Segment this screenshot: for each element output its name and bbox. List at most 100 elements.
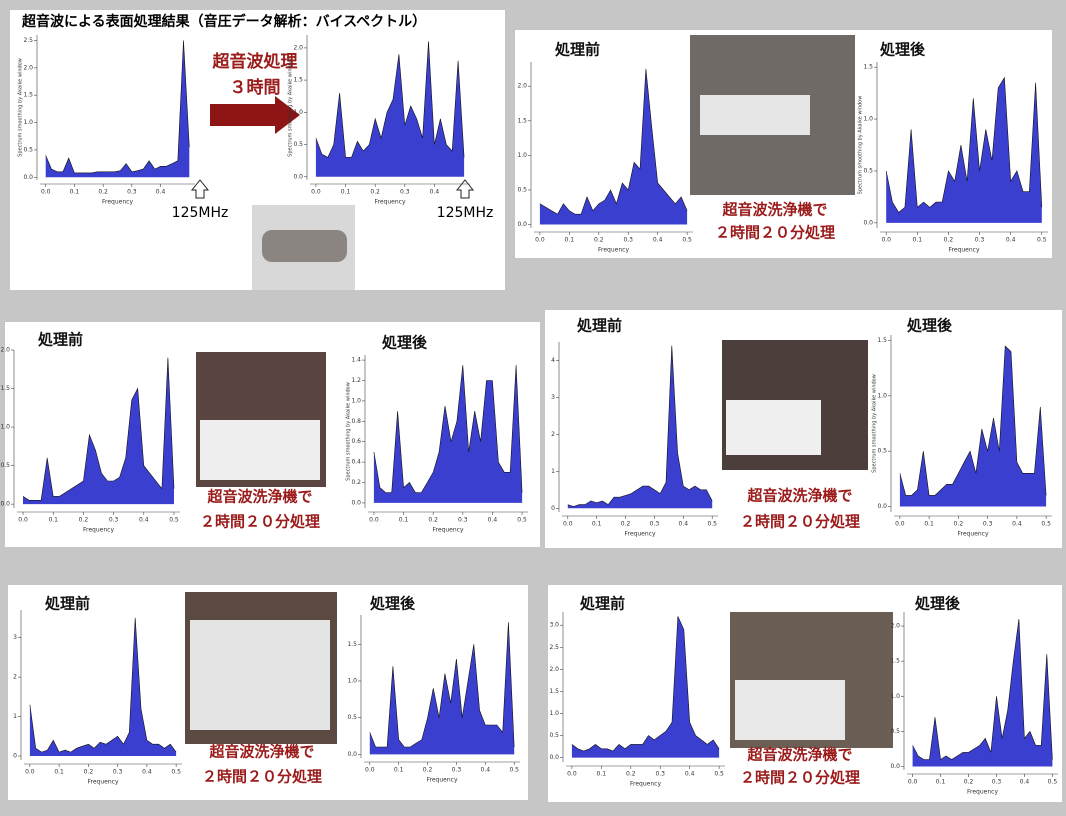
x-tick-label: 0.4 xyxy=(139,517,149,524)
x-tick-label: 0.3 xyxy=(113,769,123,776)
y-tick-label: 0.5 xyxy=(863,167,873,174)
after-label: 処理後 xyxy=(381,334,428,352)
photo-object xyxy=(262,230,347,262)
y-tick-label: 1.5 xyxy=(890,658,900,665)
y-tick-label: 0.4 xyxy=(351,459,361,466)
marker-arrow xyxy=(455,179,475,199)
spectrum-area xyxy=(369,622,515,755)
y-tick-label: 1.5 xyxy=(517,117,527,124)
y-tick-label: 0.6 xyxy=(351,438,361,445)
photo-object xyxy=(200,420,320,480)
y-tick-label: 1.5 xyxy=(0,385,10,392)
spectrum-line xyxy=(315,41,465,158)
main-title: 超音波による表面処理結果（音圧データ解析：バイスペクトル） xyxy=(21,13,426,30)
x-tick-label: 0.3 xyxy=(623,237,633,244)
y-tick-label: 1 xyxy=(551,468,555,475)
spectrum-line xyxy=(22,357,175,501)
x-tick-label: 0.3 xyxy=(975,237,985,244)
note: 超音波洗浄機で xyxy=(746,487,852,505)
spectrum-line xyxy=(45,40,190,174)
x-tick-label: 0.5 xyxy=(171,769,181,776)
x-tick-label: 0.1 xyxy=(341,189,351,196)
x-tick-label: 0.3 xyxy=(992,779,1002,786)
y-tick-label: 1.5 xyxy=(877,337,887,344)
x-axis-title: Frequency xyxy=(967,789,998,796)
x-tick-label: 0.5 xyxy=(707,521,717,528)
y-tick-label: 0.0 xyxy=(877,503,887,510)
x-axis-title: Frequency xyxy=(427,777,458,784)
y-tick-label: 0.0 xyxy=(517,221,527,228)
x-tick-label: 0.1 xyxy=(70,189,80,196)
y-tick-label: 1.0 xyxy=(23,119,33,126)
x-tick-label: 0.0 xyxy=(563,521,573,528)
spectrum-area xyxy=(886,77,1042,223)
y-tick-label: 0.5 xyxy=(549,732,559,739)
note: ２時間２０分処理 xyxy=(202,768,322,786)
note: 超音波洗浄機で xyxy=(206,488,312,506)
y-tick-label: 2.0 xyxy=(549,666,559,673)
before-label: 処理前 xyxy=(37,331,83,349)
y-tick-label: 1.5 xyxy=(863,64,873,71)
y-tick-label: 0.5 xyxy=(0,462,10,469)
note: 超音波洗浄機で xyxy=(208,743,314,761)
photo-object xyxy=(735,680,845,740)
chart: 0 1 2 3 0.0 0.1 0.2 0.3 0.4 0.5 Frequency xyxy=(13,610,182,786)
x-tick-label: 0.2 xyxy=(954,521,964,528)
y-tick-label: 0.0 xyxy=(863,219,873,226)
chart: 0.0 0.5 1.0 1.5 2.0 2.5 0.0 0.1 0.2 0.3 0.4 Frequen… xyxy=(18,35,195,206)
before-label: 処理前 xyxy=(44,595,90,613)
x-axis-title: Frequency xyxy=(83,527,114,534)
x-tick-label: 0.4 xyxy=(156,189,166,196)
y-axis-title: Spectrum smoothing by Akaike window xyxy=(872,374,878,473)
y-tick-label: 0.0 xyxy=(549,754,559,761)
x-axis-title: Frequency xyxy=(433,527,464,534)
before-label: 処理前 xyxy=(554,41,600,59)
spectrum-line xyxy=(571,616,720,752)
photo-object xyxy=(700,95,810,135)
y-tick-label: 1.0 xyxy=(0,424,10,431)
x-tick-label: 0.0 xyxy=(365,767,375,774)
x-axis-title: Frequency xyxy=(88,779,119,786)
spectrum-line xyxy=(369,622,515,748)
y-axis-title: Spectrum smoothing by Akaike window xyxy=(18,58,24,157)
x-tick-label: 0.2 xyxy=(79,517,89,524)
x-tick-label: 0.0 xyxy=(908,779,918,786)
y-tick-label: 2.0 xyxy=(293,44,303,51)
x-tick-label: 0.0 xyxy=(311,189,321,196)
x-tick-label: 0.2 xyxy=(423,767,433,774)
note: 超音波洗浄機で xyxy=(721,201,827,219)
spectrum-line xyxy=(539,68,688,215)
y-tick-label: 0.0 xyxy=(351,499,361,506)
x-tick-label: 0.0 xyxy=(567,771,577,778)
y-tick-label: 1.0 xyxy=(517,152,527,159)
x-tick-label: 0.3 xyxy=(109,517,119,524)
x-tick-label: 0.1 xyxy=(597,771,607,778)
y-axis-title: Spectrum smoothing by Akaike window xyxy=(288,58,294,157)
y-tick-label: 2.0 xyxy=(890,623,900,630)
chart: 0.0 0.5 1.0 1.5 0.0 0.1 0.2 0.3 0.4 0.5 Frequency xyxy=(347,615,520,784)
marker-label: 125MHz xyxy=(172,205,229,221)
y-tick-label: 1.5 xyxy=(23,92,33,99)
spectrum-area xyxy=(373,365,523,503)
x-tick-label: 0.1 xyxy=(936,779,946,786)
after-label: 処理後 xyxy=(369,595,416,613)
spectrum-line xyxy=(373,365,523,493)
x-tick-label: 0.1 xyxy=(399,517,409,524)
x-tick-label: 0.2 xyxy=(594,237,604,244)
x-tick-label: 0.1 xyxy=(48,517,58,524)
x-tick-label: 0.3 xyxy=(400,189,410,196)
spectrum-area xyxy=(45,40,190,178)
y-tick-label: 0.5 xyxy=(517,186,527,193)
x-axis-title: Frequency xyxy=(630,781,661,788)
y-tick-label: 2 xyxy=(13,674,17,681)
x-tick-label: 0.2 xyxy=(944,237,954,244)
y-tick-label: 1.0 xyxy=(863,116,873,123)
arrow xyxy=(210,96,300,134)
x-tick-label: 0.3 xyxy=(127,189,137,196)
x-tick-label: 0.5 xyxy=(1048,779,1058,786)
x-tick-label: 0.4 xyxy=(1012,521,1022,528)
y-tick-label: 0.0 xyxy=(23,174,33,181)
x-tick-label: 0.1 xyxy=(913,237,923,244)
spectrum-line xyxy=(885,76,1043,213)
x-tick-label: 0.4 xyxy=(679,521,689,528)
